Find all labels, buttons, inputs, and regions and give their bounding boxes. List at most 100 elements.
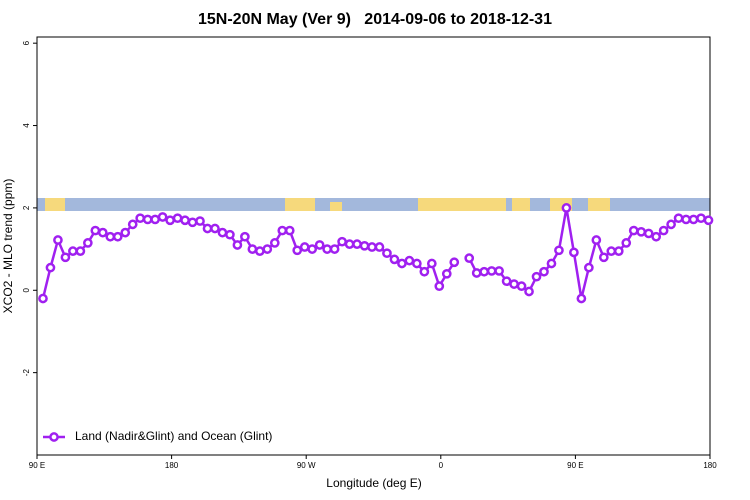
data-point: [651, 231, 662, 242]
data-point: [247, 244, 258, 254]
data-point: [449, 257, 460, 268]
data-point: [150, 214, 160, 225]
data-point: [307, 244, 318, 254]
x-tick-label: 90 E: [29, 461, 45, 470]
data-point: [636, 226, 647, 237]
data-point: [105, 231, 116, 242]
data-point: [172, 213, 183, 224]
data-point: [367, 242, 377, 252]
data-point: [628, 225, 639, 236]
data-point: [254, 246, 265, 256]
data-point: [97, 227, 108, 238]
data-point: [314, 240, 325, 250]
data-point: [471, 268, 482, 278]
x-tick-label: 90 W: [297, 461, 316, 470]
data-point: [135, 213, 146, 224]
data-point: [419, 266, 430, 277]
data-point: [329, 244, 340, 254]
x-axis-label: Longitude (deg E): [326, 476, 421, 490]
data-point: [389, 254, 400, 265]
data-point: [658, 225, 669, 236]
data-point: [382, 248, 392, 259]
data-point: [688, 214, 699, 225]
data-point: [703, 215, 714, 226]
data-point: [202, 223, 213, 234]
data-point: [666, 219, 676, 230]
data-point: [127, 219, 138, 230]
data-point: [509, 279, 519, 289]
y-axis-label: XCO2 - MLO trend (ppm): [1, 179, 15, 314]
data-point: [45, 262, 56, 273]
data-point: [554, 245, 564, 256]
data-point: [344, 239, 355, 249]
data-point: [337, 236, 347, 247]
data-point: [591, 235, 602, 245]
data-point: [352, 239, 362, 249]
data-point: [217, 227, 228, 238]
chart-title: 15N-20N May (Ver 9) 2014-09-06 to 2018-1…: [198, 11, 552, 28]
data-point: [696, 213, 706, 224]
data-point: [606, 246, 617, 256]
data-point: [180, 215, 190, 226]
data-point: [374, 242, 385, 252]
data-point: [68, 246, 78, 256]
data-point: [359, 240, 370, 251]
data-point: [613, 246, 624, 256]
data-point: [576, 293, 587, 304]
data-point: [501, 276, 512, 287]
y-tick-label: -2: [22, 369, 31, 377]
data-point: [157, 212, 168, 222]
data-point: [75, 246, 86, 256]
data-point: [598, 252, 609, 263]
data-point: [546, 258, 557, 269]
data-point: [322, 244, 332, 254]
x-tick-label: 0: [439, 461, 444, 470]
data-point: [397, 258, 407, 269]
y-tick-label: 2: [22, 205, 31, 210]
data-point: [486, 266, 497, 276]
data-point: [569, 247, 579, 258]
data-point: [479, 266, 490, 277]
y-tick-label: 0: [22, 287, 31, 292]
data-point: [240, 231, 250, 242]
data-point: [681, 214, 691, 225]
data-point: [277, 225, 288, 236]
data-point: [82, 238, 93, 248]
data-point: [561, 203, 572, 213]
data-point: [441, 268, 452, 279]
data-point: [225, 229, 235, 240]
data-point: [621, 238, 632, 248]
x-tick-label: 180: [703, 461, 717, 470]
data-point: [673, 213, 684, 224]
map-strip: [37, 198, 710, 211]
data-point: [262, 244, 273, 254]
data-point: [120, 227, 131, 238]
data-point: [643, 228, 654, 239]
data-point: [404, 255, 415, 266]
y-tick-label: 4: [22, 123, 31, 128]
data-point: [464, 253, 475, 263]
data-point: [195, 216, 205, 226]
data-point: [90, 225, 101, 236]
data-point: [412, 258, 422, 269]
data-point: [434, 281, 445, 292]
data-point: [165, 215, 175, 226]
data-point: [426, 258, 437, 269]
plot-frame: [36, 36, 711, 456]
legend-marker: [49, 432, 59, 442]
data-point: [112, 231, 123, 242]
data-point: [299, 242, 310, 252]
data-point: [584, 262, 594, 273]
x-tick-label: 180: [165, 461, 179, 470]
legend-label: Land (Nadir&Glint) and Ocean (Glint): [75, 429, 272, 443]
data-point: [232, 240, 243, 250]
data-point: [531, 271, 542, 282]
data-point: [187, 217, 198, 228]
data-point: [38, 293, 48, 304]
x-tick-label: 90 E: [567, 461, 583, 470]
data-point: [516, 281, 527, 292]
data-point: [60, 252, 71, 263]
data-point: [284, 225, 295, 236]
data-point: [269, 238, 280, 248]
data-point: [292, 245, 303, 256]
